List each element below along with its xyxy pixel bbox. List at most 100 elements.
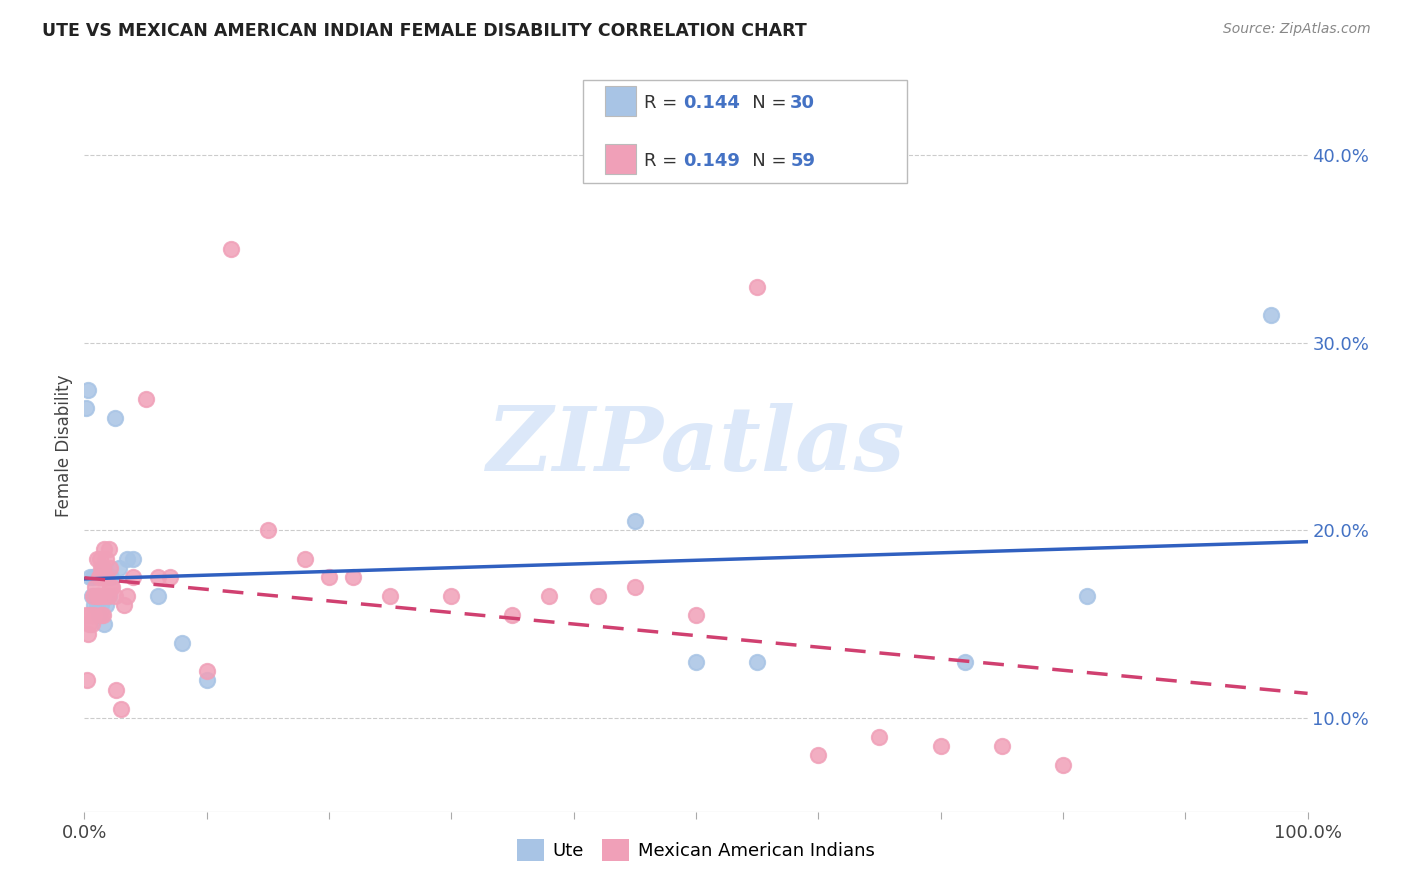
Point	[91, 589, 114, 603]
Point	[747, 279, 769, 293]
Point	[93, 570, 115, 584]
Point	[104, 410, 127, 425]
Point	[257, 524, 280, 538]
Point	[219, 242, 242, 256]
Point	[440, 589, 463, 603]
Point	[89, 551, 111, 566]
Point	[80, 589, 103, 603]
Text: 59: 59	[790, 152, 815, 169]
Text: 0.149: 0.149	[683, 152, 740, 169]
Point	[75, 401, 97, 416]
Point	[991, 739, 1014, 753]
Point	[159, 570, 181, 584]
Point	[87, 607, 110, 622]
Point	[89, 570, 111, 584]
Point	[135, 392, 157, 406]
Point	[869, 730, 891, 744]
Point	[86, 551, 108, 566]
Point	[94, 570, 117, 584]
Text: 30: 30	[790, 94, 815, 112]
Point	[87, 589, 110, 603]
Point	[1052, 757, 1074, 772]
Point	[105, 682, 128, 697]
Point	[90, 561, 112, 575]
Point	[91, 607, 114, 622]
Point	[380, 589, 402, 603]
Point	[89, 607, 111, 622]
Point	[76, 673, 98, 688]
Point	[101, 580, 124, 594]
Point	[115, 589, 138, 603]
Point	[82, 589, 104, 603]
Point	[77, 617, 100, 632]
Point	[502, 607, 524, 622]
Point	[172, 636, 194, 650]
Point	[79, 570, 101, 584]
Point	[96, 570, 118, 584]
Point	[90, 607, 112, 622]
Point	[97, 589, 120, 603]
Point	[195, 664, 218, 678]
Point	[112, 599, 135, 613]
Point	[122, 570, 145, 584]
Point	[100, 580, 122, 594]
Point	[97, 589, 120, 603]
Point	[91, 561, 114, 575]
Point	[953, 655, 976, 669]
Point	[146, 589, 169, 603]
Point	[98, 561, 121, 575]
Point	[538, 589, 561, 603]
Point	[82, 570, 104, 584]
Text: UTE VS MEXICAN AMERICAN INDIAN FEMALE DISABILITY CORRELATION CHART: UTE VS MEXICAN AMERICAN INDIAN FEMALE DI…	[42, 22, 807, 40]
Point	[747, 655, 769, 669]
Point	[86, 599, 108, 613]
Point	[342, 570, 364, 584]
Point	[146, 570, 169, 584]
Point	[685, 655, 707, 669]
Text: ZIPatlas: ZIPatlas	[488, 403, 904, 489]
Point	[110, 701, 132, 715]
Point	[77, 383, 100, 397]
Point	[294, 551, 316, 566]
Point	[1076, 589, 1098, 603]
Point	[87, 570, 110, 584]
Text: 0.144: 0.144	[683, 94, 740, 112]
Point	[87, 589, 110, 603]
Point	[91, 561, 114, 575]
Point	[1260, 308, 1282, 322]
Legend: Ute, Mexican American Indians: Ute, Mexican American Indians	[509, 832, 883, 869]
Point	[86, 589, 108, 603]
Y-axis label: Female Disability: Female Disability	[55, 375, 73, 517]
Point	[929, 739, 952, 753]
Point	[75, 607, 97, 622]
Point	[107, 561, 129, 575]
Point	[104, 589, 127, 603]
Text: R =: R =	[644, 94, 683, 112]
Point	[87, 589, 110, 603]
Point	[90, 599, 112, 613]
Point	[122, 551, 145, 566]
Point	[624, 580, 647, 594]
Point	[195, 673, 218, 688]
Point	[84, 580, 107, 594]
Point	[807, 748, 830, 763]
Text: N =: N =	[735, 94, 793, 112]
Text: N =: N =	[735, 152, 793, 169]
Point	[97, 542, 120, 557]
Point	[77, 626, 100, 640]
Point	[685, 607, 707, 622]
Point	[318, 570, 340, 584]
Text: R =: R =	[644, 152, 683, 169]
Point	[93, 617, 115, 632]
Point	[96, 599, 118, 613]
Point	[100, 570, 122, 584]
Point	[586, 589, 609, 603]
Point	[93, 542, 115, 557]
Point	[83, 607, 105, 622]
Point	[115, 551, 138, 566]
Point	[80, 617, 103, 632]
Point	[79, 607, 101, 622]
Text: Source: ZipAtlas.com: Source: ZipAtlas.com	[1223, 22, 1371, 37]
Point	[96, 551, 118, 566]
Point	[624, 514, 647, 528]
